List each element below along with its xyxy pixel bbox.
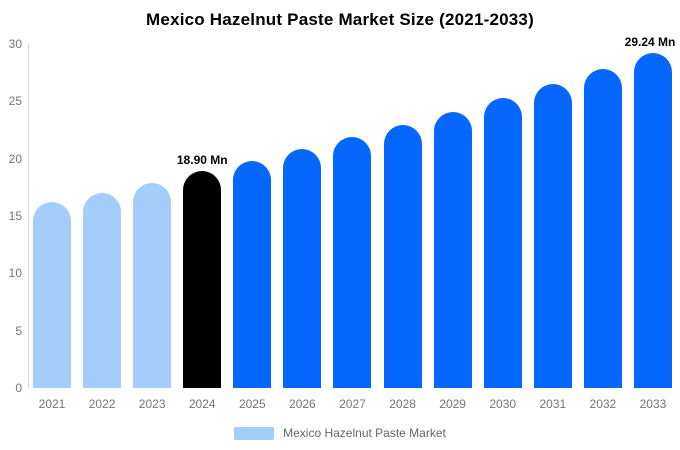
y-tick-label: 15: [8, 209, 22, 223]
y-tick-label: 0: [15, 381, 22, 395]
bar-2024[interactable]: [183, 171, 222, 388]
bar-2023[interactable]: [133, 183, 172, 388]
bar-2025[interactable]: [233, 160, 272, 388]
y-axis-line: [28, 44, 29, 388]
bar-2032[interactable]: [583, 68, 622, 388]
bar-2022[interactable]: [83, 193, 122, 388]
x-tick-label-2023: 2023: [138, 397, 166, 411]
bar-2026[interactable]: [283, 149, 322, 388]
x-tick-label-2032: 2032: [589, 397, 617, 411]
y-tick-label: 20: [8, 151, 22, 166]
y-tick-label: 10: [8, 266, 22, 281]
x-tick-label-2027: 2027: [339, 397, 366, 411]
bar-2029[interactable]: [433, 111, 472, 388]
legend-swatch-icon: [234, 426, 275, 440]
legend-label: Mexico Hazelnut Paste Market: [283, 426, 446, 440]
x-tick-label-2021: 2021: [38, 397, 66, 411]
y-tick-label: 30: [8, 37, 22, 51]
bar-2031[interactable]: [533, 83, 572, 388]
x-tick-label-2030: 2030: [489, 397, 517, 411]
bar-2028[interactable]: [383, 124, 422, 388]
x-tick-label-2029: 2029: [439, 397, 466, 411]
bar-2021[interactable]: [33, 201, 71, 388]
x-tick-label-2026: 2026: [289, 397, 316, 411]
x-tick-label-2028: 2028: [389, 397, 416, 411]
x-tick-label-2031: 2031: [539, 397, 567, 411]
chart-title: Mexico Hazelnut Paste Market Size (2021-…: [146, 10, 534, 29]
x-tick-label-2033: 2033: [639, 397, 667, 411]
y-tick-label: 25: [8, 94, 22, 109]
x-tick-label-2025: 2025: [238, 397, 266, 411]
bar-value-annotation-2033: 29.24 Mn: [624, 34, 676, 49]
legend[interactable]: Mexico Hazelnut Paste Market: [0, 426, 680, 440]
y-tick-label: 5: [15, 323, 22, 338]
bar-2033[interactable]: [633, 52, 672, 388]
bar-2027[interactable]: [333, 137, 372, 388]
bar-value-annotation-2024: 18.90 Mn: [176, 153, 228, 168]
bar-2030[interactable]: [483, 98, 522, 388]
x-tick-label-2024: 2024: [188, 397, 216, 411]
x-tick-label-2022: 2022: [88, 397, 116, 411]
